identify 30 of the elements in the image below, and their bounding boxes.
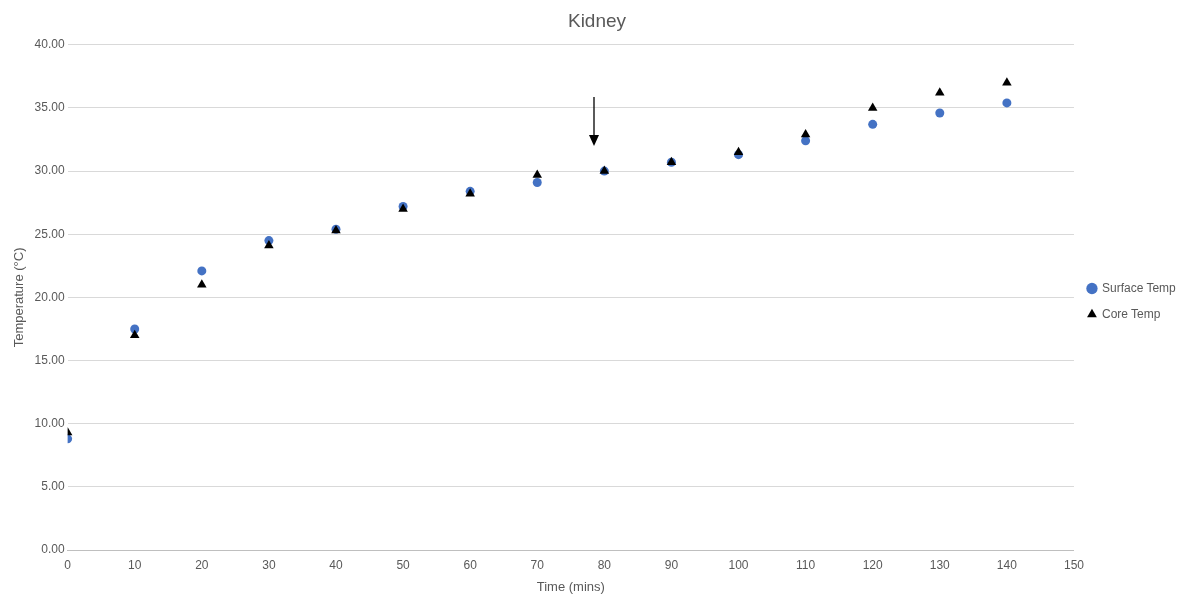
x-tick-label: 10	[128, 557, 142, 572]
x-tick-label: 40	[329, 557, 343, 572]
x-tick-label: 70	[530, 557, 545, 572]
y-tick-label: 20.00	[34, 289, 65, 304]
x-tick-label: 140	[996, 557, 1018, 572]
y-tick-label: 30.00	[34, 163, 65, 178]
y-tick-label: 5.00	[41, 479, 65, 494]
x-tick-label: 20	[195, 557, 209, 572]
y-tick-label: 15.00	[34, 352, 65, 367]
x-tick-label: 110	[796, 557, 816, 572]
x-tick-label: 60	[463, 557, 478, 572]
x-axis-title: Time (mins)	[536, 578, 605, 594]
y-axis-title: Temperature (°C)	[11, 247, 27, 348]
legend-label: Surface Temp	[1101, 280, 1177, 295]
x-tick-label: 50	[396, 557, 411, 572]
y-tick-label: 35.00	[34, 100, 65, 115]
x-tick-label: 80	[597, 557, 612, 572]
y-tick-label: 10.00	[34, 416, 65, 431]
x-tick-label: 90	[664, 557, 679, 572]
legend-label: Core Temp	[1101, 306, 1161, 321]
x-tick-label: 120	[862, 557, 884, 572]
y-tick-label: 0.00	[41, 542, 65, 557]
x-tick-label: 0	[64, 557, 72, 572]
y-tick-label: 25.00	[34, 226, 65, 241]
x-tick-label: 130	[929, 557, 951, 572]
y-tick-label: 40.00	[34, 37, 65, 52]
chart-title: Kidney	[567, 9, 627, 31]
x-tick-label: 100	[728, 557, 749, 572]
x-tick-label: 30	[262, 557, 276, 572]
x-tick-label: 150	[1063, 557, 1085, 572]
